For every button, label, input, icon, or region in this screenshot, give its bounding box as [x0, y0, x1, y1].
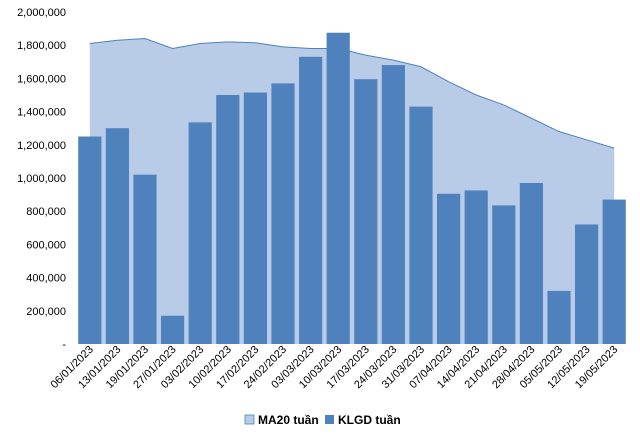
y-tick-label: 400,000 [26, 273, 66, 285]
ma20-line [89, 38, 615, 149]
y-tick-label: 1,600,000 [17, 73, 66, 85]
bar-klgd [575, 224, 599, 344]
bar-klgd [547, 290, 571, 344]
bar-klgd [464, 190, 488, 344]
bar-klgd [437, 193, 461, 344]
y-tick-label: 600,000 [26, 239, 66, 251]
y-tick-label: 200,000 [26, 306, 66, 318]
bar-klgd [602, 199, 626, 344]
bar-klgd [216, 95, 240, 344]
bar-klgd [409, 106, 433, 345]
x-axis: 06/01/202313/01/202319/01/202327/01/2023… [49, 344, 621, 391]
bar-klgd [133, 174, 157, 344]
y-tick-label: - [62, 339, 66, 351]
y-tick-label: 1,400,000 [17, 107, 66, 119]
legend-swatch-ma20 [244, 414, 255, 425]
legend-label-ma20: MA20 tuần [258, 413, 319, 427]
y-tick-label: 1,800,000 [17, 40, 66, 52]
y-axis: - 200,000 400,000 600,000 800,000 1,000,000 1,… [17, 7, 66, 351]
bar-klgd [78, 136, 102, 344]
y-tick-label: 1,000,000 [17, 173, 66, 185]
y-tick-label: 2,000,000 [17, 7, 66, 19]
bar-klgd [326, 32, 350, 344]
bar-klgd [381, 65, 405, 345]
legend-swatch-klgd [325, 415, 334, 424]
bar-klgd [161, 315, 185, 344]
bar-klgd [271, 83, 295, 344]
bar-klgd [188, 122, 212, 344]
bar-klgd [299, 56, 323, 344]
bar-klgd [492, 205, 516, 344]
y-tick-label: 800,000 [26, 206, 66, 218]
y-tick-label: 1,200,000 [17, 140, 66, 152]
bar-klgd [354, 79, 378, 344]
bar-klgd [519, 182, 543, 344]
bar-layer [78, 32, 626, 345]
legend-label-klgd: KLGD tuần [338, 413, 401, 427]
legend: MA20 tuần KLGD tuần [244, 413, 401, 427]
bar-klgd [243, 92, 267, 344]
bar-klgd [105, 128, 129, 344]
